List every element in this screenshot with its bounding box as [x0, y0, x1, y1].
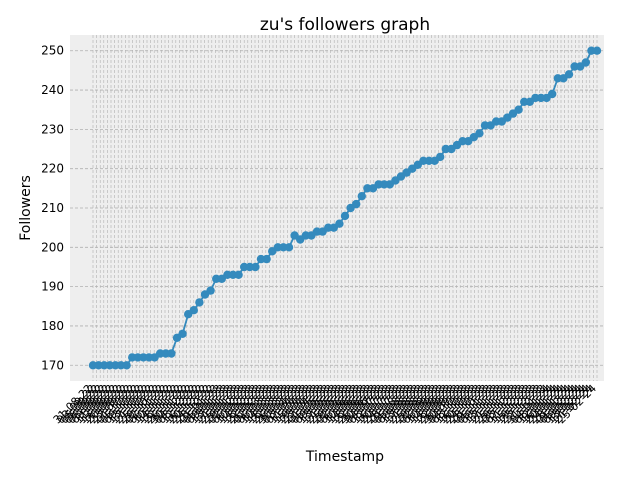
data-point: [352, 199, 361, 209]
y-tick-label: 250: [41, 44, 64, 58]
followers-series: [88, 46, 602, 370]
chart-title: zu's followers graph: [260, 15, 430, 35]
y-tick-labels: 170 180 190 200 210 220 230 240 250: [41, 44, 64, 373]
y-tick-label: 170: [41, 358, 64, 372]
y-gridlines: [70, 50, 604, 366]
data-point: [167, 349, 176, 358]
data-point: [284, 243, 294, 252]
data-point: [340, 211, 350, 221]
data-point: [357, 192, 366, 201]
y-tick-label: 230: [41, 122, 64, 136]
x-axis-label: Timestamp: [305, 449, 384, 465]
data-point: [178, 329, 187, 338]
data-point: [189, 306, 198, 315]
data-point: [436, 152, 445, 162]
y-axis-label: Followers: [18, 175, 34, 241]
data-point: [262, 254, 271, 264]
y-tick-label: 190: [41, 280, 64, 294]
data-point: [122, 361, 131, 370]
data-point: [234, 270, 243, 279]
y-tick-label: 240: [41, 83, 64, 97]
x-tick-labels: 31-08-2203-09-2205-09-2206-09-2208-09-22…: [51, 382, 600, 427]
data-point: [335, 219, 344, 228]
data-point: [475, 129, 484, 138]
y-tick-label: 220: [41, 162, 64, 176]
x-gridlines: [92, 35, 598, 381]
data-point: [548, 89, 557, 99]
data-point: [592, 46, 602, 55]
y-tick-label: 200: [41, 240, 64, 254]
data-point: [251, 262, 260, 272]
y-tick-label: 210: [41, 201, 64, 215]
data-point: [206, 286, 215, 295]
data-point: [514, 105, 523, 114]
y-tick-label: 180: [41, 319, 64, 333]
data-point: [195, 298, 204, 307]
data-point: [564, 70, 574, 79]
data-point: [581, 58, 590, 67]
